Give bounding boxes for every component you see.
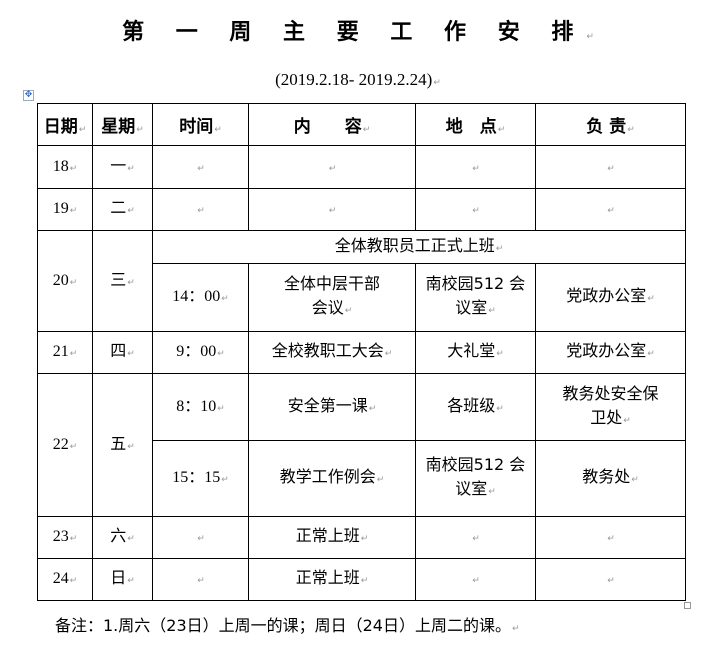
time-cell: 14：00 [152, 263, 249, 332]
content-cell: 全校教职工大会 [248, 331, 416, 374]
content-cell: 正常上班 [248, 516, 416, 559]
content-cell [248, 188, 416, 231]
schedule-table: 日期 星期 时间 内 容 地 点 负 责 18 一 19 二 20 三 全体教职… [37, 103, 686, 601]
weekday-cell: 四 [92, 331, 153, 374]
table-row: 20 三 全体教职员工正式上班 [37, 230, 686, 332]
owner-cell: 党政办公室 [535, 331, 686, 374]
date-cell: 18 [37, 145, 93, 189]
header-content: 内 容 [248, 103, 416, 146]
place-cell [415, 558, 536, 601]
header-time: 时间 [152, 103, 249, 146]
owner-cell [535, 145, 686, 189]
content-cell [248, 145, 416, 189]
place-cell [415, 145, 536, 189]
content-cell: 正常上班 [248, 558, 416, 601]
table-move-handle-icon[interactable]: ✥ [23, 90, 34, 101]
owner-cell: 教务处 [535, 440, 686, 517]
table-row: 19 二 [37, 188, 686, 231]
time-cell [152, 558, 249, 601]
time-cell [152, 145, 249, 189]
date-range: (2019.2.18- 2019.2.24) [0, 70, 716, 90]
weekday-cell: 二 [92, 188, 153, 231]
weekday-cell: 五 [92, 373, 153, 517]
weekday-cell: 三 [92, 230, 153, 332]
header-row: 日期 星期 时间 内 容 地 点 负 责 [37, 103, 686, 146]
time-cell [152, 516, 249, 559]
place-cell: 南校园512 会议室 [415, 440, 536, 517]
date-cell: 20 [37, 230, 93, 332]
content-cell: 教学工作例会 [248, 440, 416, 517]
table-row: 18 一 [37, 145, 686, 189]
content-cell: 安全第一课 [248, 373, 416, 441]
place-cell [415, 516, 536, 559]
table-row: 24 日 正常上班 [37, 558, 686, 601]
time-cell: 9：00 [152, 331, 249, 374]
table-row: 21 四 9：00 全校教职工大会 大礼堂 党政办公室 [37, 331, 686, 374]
table-row: 15：15 教学工作例会 南校园512 会议室 教务处 [38, 440, 686, 517]
header-weekday: 星期 [92, 103, 153, 146]
table-row: 14：00 全体中层干部会议 南校园512 会议室 党政办公室 [38, 263, 686, 332]
footnote: 备注：1.周六（23日）上周一的课；周日（24日）上周二的课。 [55, 612, 520, 636]
all-day-event-cell: 全体教职员工正式上班 [152, 230, 686, 264]
date-cell: 19 [37, 188, 93, 231]
owner-cell [535, 558, 686, 601]
table-row: 22 五 8：10 安全第一课 各班级 教务处安全保卫处 [37, 373, 686, 517]
date-cell: 21 [37, 331, 93, 374]
place-cell: 大礼堂 [415, 331, 536, 374]
owner-cell [535, 188, 686, 231]
owner-cell [535, 516, 686, 559]
owner-cell: 党政办公室 [535, 263, 686, 332]
date-cell: 23 [37, 516, 93, 559]
document-title: 第 一 周 主 要 工 作 安 排 [0, 14, 716, 46]
place-cell: 南校园512 会议室 [415, 263, 536, 332]
date-cell: 24 [37, 558, 93, 601]
table-row: 23 六 正常上班 [37, 516, 686, 559]
content-cell: 全体中层干部会议 [248, 263, 416, 332]
time-cell: 15：15 [152, 440, 249, 517]
header-date: 日期 [37, 103, 93, 146]
header-owner: 负 责 [535, 103, 686, 146]
weekday-cell: 六 [92, 516, 153, 559]
place-cell [415, 188, 536, 231]
place-cell: 各班级 [415, 373, 536, 441]
header-place: 地 点 [415, 103, 536, 146]
weekday-cell: 日 [92, 558, 153, 601]
table-resize-handle[interactable] [684, 602, 691, 609]
time-cell: 8：10 [152, 373, 249, 441]
time-cell [152, 188, 249, 231]
owner-cell: 教务处安全保卫处 [535, 373, 686, 441]
date-cell: 22 [37, 373, 93, 517]
weekday-cell: 一 [92, 145, 153, 189]
